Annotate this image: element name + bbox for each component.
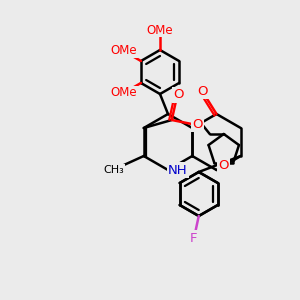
Text: O: O xyxy=(218,159,229,172)
Text: O: O xyxy=(193,118,203,130)
Text: OMe: OMe xyxy=(110,44,137,58)
Text: O: O xyxy=(173,88,184,101)
Text: NH: NH xyxy=(168,164,188,176)
Text: F: F xyxy=(190,232,197,244)
Text: CH₃: CH₃ xyxy=(103,165,124,175)
Text: OMe: OMe xyxy=(147,23,173,37)
Text: O: O xyxy=(197,85,208,98)
Text: OMe: OMe xyxy=(110,86,137,100)
